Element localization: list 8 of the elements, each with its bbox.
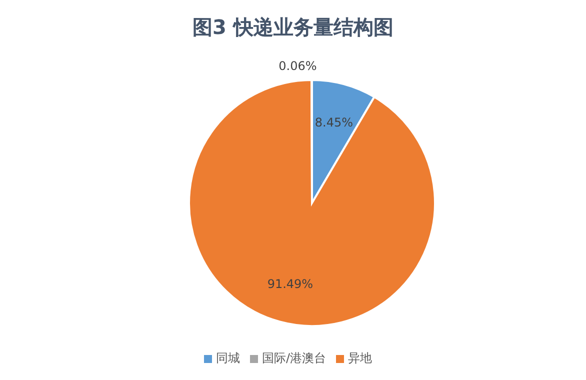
chart-title: 图3 快递业务量结构图 (192, 14, 394, 41)
pie-slice (188, 79, 436, 327)
data-label: 8.45% (314, 115, 354, 130)
legend-label: 异地 (348, 351, 372, 365)
legend-label: 同城 (216, 351, 240, 365)
data-label: 91.49% (267, 276, 314, 291)
data-label: 0.06% (278, 59, 317, 73)
legend-label: 国际/港澳台 (262, 351, 326, 365)
